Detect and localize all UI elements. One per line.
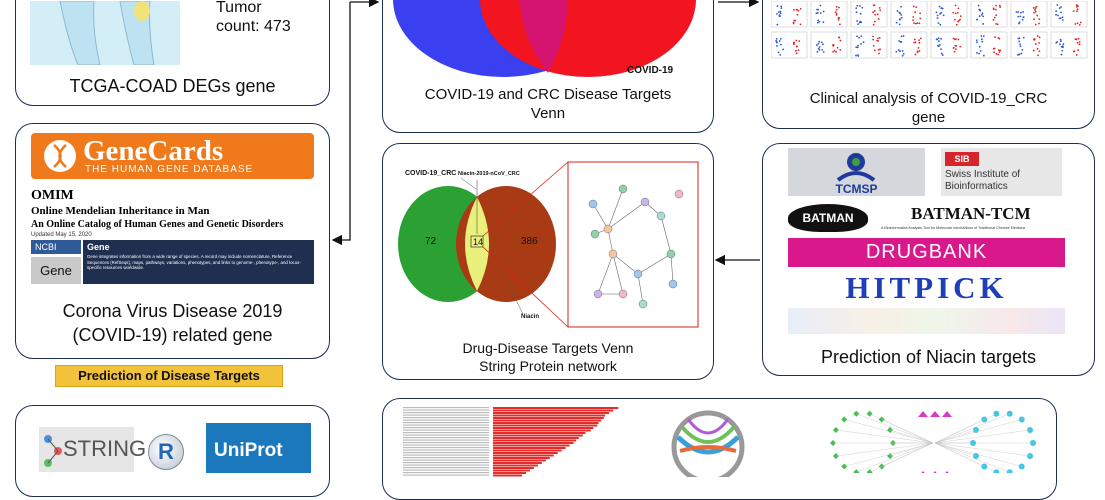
tcga-caption: TCGA-COAD DEGs gene bbox=[69, 76, 276, 96]
connector-line-left bbox=[331, 2, 351, 246]
string-network-icon bbox=[44, 435, 62, 467]
drug-venn-caption-line2: String Protein network bbox=[479, 358, 617, 374]
tcmsp-logo: TCMSP bbox=[788, 148, 925, 196]
covid-genes-caption-line2: (COVID-19) related gene bbox=[72, 325, 273, 345]
drug-venn-diagram bbox=[398, 161, 699, 328]
hitpick-logo: HITPICK bbox=[788, 270, 1065, 306]
gene-description: Gene integrates information from a wide … bbox=[87, 254, 301, 270]
gene-header: Gene bbox=[87, 242, 110, 252]
enrichment-bar-chart bbox=[403, 407, 619, 477]
ncbi-label: NCBI bbox=[35, 242, 57, 252]
top-venn-caption: COVID-19 and CRC Disease Targets Venn bbox=[424, 86, 672, 122]
string-network bbox=[588, 184, 684, 309]
r-label: R bbox=[158, 439, 174, 464]
sib-logo: SIB Swiss Institute of Bioinformatics bbox=[941, 148, 1062, 196]
venn-overlap-yellow bbox=[465, 197, 489, 291]
panel-top-venn: COVID-19 COVID-19 and CRC Disease Target… bbox=[382, 0, 714, 133]
top-venn-diagram bbox=[393, 0, 696, 77]
sib-line1: Swiss Institute of bbox=[945, 169, 1021, 180]
hitpick-label: HITPICK bbox=[845, 270, 1008, 305]
venn-left-count: 72 bbox=[425, 236, 437, 247]
panel-tools: STRING R UniProt bbox=[15, 405, 330, 497]
prediction-disease-text: Prediction of Disease Targets bbox=[78, 368, 260, 383]
venn-label-covid-crc: COVID-19_CRC bbox=[405, 170, 457, 177]
drug-venn-caption-line1: Drug-Disease Targets Venn bbox=[462, 340, 634, 356]
string-logo: STRING bbox=[39, 427, 146, 472]
covid-genes-caption-line1: Corona Virus Disease 2019 bbox=[62, 301, 283, 321]
overlap-highlight-box bbox=[470, 235, 484, 248]
batman-title: BATMAN-TCM bbox=[911, 204, 1031, 223]
uniprot-logo: UniProt bbox=[206, 423, 311, 473]
panel-covid-genes: GeneCards THE HUMAN GENE DATABASE OMIM O… bbox=[15, 123, 330, 359]
genecards-title: GeneCards bbox=[83, 135, 224, 167]
batman-logo: BATMAN bbox=[788, 204, 868, 232]
panel-tcga: Tumor count: 473 TCGA-COAD DEGs gene bbox=[15, 0, 330, 106]
body-figure-image bbox=[30, 1, 180, 65]
chord-diagram bbox=[671, 410, 745, 477]
panel-drug-venn: COVID-19_CRC Niacin-2019-nCoV_CRC Niacin… bbox=[382, 143, 714, 380]
venn-overlap-magenta bbox=[519, 0, 568, 73]
r-logo: R bbox=[148, 434, 184, 470]
tcmsp-icon bbox=[836, 153, 876, 182]
uniprot-label: UniProt bbox=[214, 440, 283, 461]
link-line-bottom bbox=[482, 246, 569, 328]
drug-target-network bbox=[830, 410, 1036, 473]
omim-line1: Online Mendelian Inheritance in Man bbox=[31, 205, 210, 217]
top-venn-covid-label: COVID-19 bbox=[627, 65, 674, 76]
string-label: STRING bbox=[63, 436, 147, 461]
gene-side-label: Gene bbox=[40, 263, 72, 278]
prediction-disease-label: Prediction of Disease Targets bbox=[55, 365, 283, 387]
resource-strip-image bbox=[788, 308, 1065, 334]
niacin-caption: Prediction of Niacin targets bbox=[820, 347, 1037, 367]
string-network-box bbox=[567, 161, 699, 328]
sib-badge: SIB bbox=[945, 152, 979, 166]
omim-line3: Updated May 15, 2020 bbox=[31, 232, 92, 238]
gene-info-box: Gene Gene integrates information from a … bbox=[83, 240, 314, 284]
venn-label-combined: Niacin-2019-nCoV_CRC bbox=[458, 171, 520, 177]
tcmsp-label: TCMSP bbox=[835, 182, 878, 196]
omim-line2: An Online Catalog of Human Genes and Gen… bbox=[31, 219, 284, 230]
dna-icon bbox=[44, 140, 76, 172]
omim-title: OMIM bbox=[31, 188, 74, 203]
tumor-label: Tumor bbox=[216, 0, 262, 16]
panel-niacin: TCMSP SIB Swiss Institute of Bioinformat… bbox=[762, 143, 1095, 376]
panel-enrichment bbox=[382, 398, 1057, 500]
ncbi-gene-box: NCBI Gene Gene Gene integrates informati… bbox=[31, 240, 314, 284]
clinical-caption: Clinical analysis of COVID-19_CRC gene bbox=[809, 90, 1048, 126]
genecards-logo: GeneCards THE HUMAN GENE DATABASE bbox=[31, 133, 314, 179]
clinical-scatter-plots bbox=[770, 0, 1088, 59]
sib-line2: Bioinformatics bbox=[945, 181, 1008, 192]
link-line-top bbox=[482, 161, 569, 237]
connector-arrows bbox=[331, 0, 760, 266]
ncbi-logo: NCBI bbox=[31, 240, 81, 254]
tumor-count: count: 473 bbox=[216, 18, 291, 35]
drugbank-label: DRUGBANK bbox=[865, 241, 988, 263]
clinical-plot-grid bbox=[770, 0, 1089, 61]
drugbank-logo: DRUGBANK bbox=[788, 238, 1065, 267]
sib-label: SIB bbox=[954, 154, 970, 164]
batman-subtitle: A Bioinformatics Analysis Tool for Molec… bbox=[881, 226, 1026, 230]
venn-right-count: 386 bbox=[521, 236, 538, 247]
venn-label-niacin: Niacin bbox=[521, 314, 540, 320]
genecards-subtitle: THE HUMAN GENE DATABASE bbox=[85, 164, 254, 175]
panel-clinical: Clinical analysis of COVID-19_CRC gene bbox=[762, 0, 1095, 129]
gene-side-box: Gene bbox=[31, 257, 81, 284]
venn-overlap-count: 14 bbox=[473, 237, 484, 247]
